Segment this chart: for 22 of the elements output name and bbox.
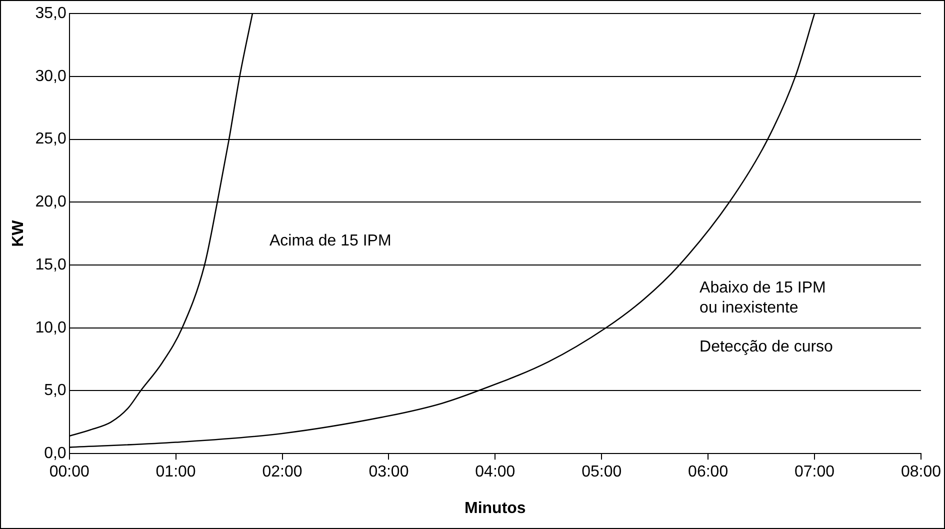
y-axis-title: KW bbox=[10, 219, 28, 247]
y-tick-label: 35,0 bbox=[35, 5, 66, 22]
x-tick-label: 08:00 bbox=[900, 464, 942, 481]
y-tick-label: 10,0 bbox=[35, 319, 66, 336]
y-tick-label: 15,0 bbox=[35, 256, 66, 274]
x-tick-label: 00:00 bbox=[49, 464, 90, 481]
x-tick-label: 07:00 bbox=[794, 464, 835, 481]
x-tick-label: 02:00 bbox=[262, 464, 302, 481]
y-tick-label: 25,0 bbox=[35, 130, 66, 148]
y-tick-label: 30,0 bbox=[35, 68, 66, 85]
y-tick-label: 5,0 bbox=[44, 382, 66, 400]
x-tick-label: 03:00 bbox=[368, 464, 409, 481]
x-axis-title: Minutos bbox=[464, 500, 526, 517]
y-tick-label: 20,0 bbox=[35, 194, 66, 211]
annotation: Detecção de curso bbox=[700, 338, 834, 356]
x-tick-label: 04:00 bbox=[475, 464, 516, 481]
x-tick-label: 05:00 bbox=[582, 464, 622, 481]
annotation: Acima de 15 IPM bbox=[269, 232, 392, 250]
annotation: Abaixo de 15 IPM ou inexistente bbox=[700, 280, 826, 317]
x-tick-label: 06:00 bbox=[688, 464, 728, 481]
x-tick-label: 01:00 bbox=[156, 464, 196, 481]
y-tick-label: 0,0 bbox=[44, 445, 66, 462]
